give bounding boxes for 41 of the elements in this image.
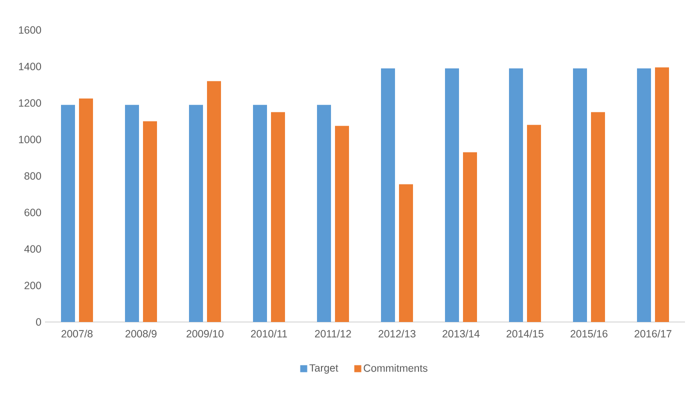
bar xyxy=(271,112,285,322)
bar xyxy=(189,104,203,322)
bar xyxy=(61,104,75,322)
x-tick-label: 2008/9 xyxy=(126,330,156,338)
x-tick-label: 2016/17 xyxy=(634,330,672,338)
y-tick-label: 1400 xyxy=(19,62,42,70)
y-tick-label: 600 xyxy=(24,208,42,216)
y-tick-label: 0 xyxy=(36,318,42,326)
bar xyxy=(527,124,542,322)
bar xyxy=(399,184,414,322)
y-tick-label: 1200 xyxy=(19,99,42,107)
x-tick-label: 2009/10 xyxy=(186,330,224,338)
y-tick-label: 400 xyxy=(24,245,42,253)
bar xyxy=(79,98,93,322)
x-tick-label: 2010/11 xyxy=(251,330,287,338)
x-tick-label: 2013/14 xyxy=(442,330,480,338)
x-tick-label: 2012/13 xyxy=(378,330,416,338)
y-tick-label: 800 xyxy=(24,172,42,180)
bar xyxy=(381,68,395,322)
x-tick-label: 2007/8 xyxy=(62,330,93,338)
bar xyxy=(445,68,460,322)
y-tick-label: 200 xyxy=(24,282,42,290)
bar xyxy=(637,68,652,322)
y-tick-label: 1600 xyxy=(19,26,42,34)
bar xyxy=(509,68,524,322)
x-tick-label: 2011/12 xyxy=(315,330,351,338)
y-tick-label: 1000 xyxy=(19,136,42,144)
x-tick-label: 2014/15 xyxy=(506,330,544,338)
bar xyxy=(143,121,157,322)
bar xyxy=(573,68,588,322)
bar xyxy=(317,104,331,322)
bar xyxy=(463,152,478,322)
bar xyxy=(591,112,606,322)
bar xyxy=(655,67,670,322)
bar xyxy=(335,126,349,322)
legend-label: Commitments xyxy=(364,364,428,372)
bar xyxy=(253,104,267,322)
bar xyxy=(207,81,221,322)
x-tick-label: 2015/16 xyxy=(570,330,608,338)
legend-label: Target xyxy=(309,364,338,374)
bar xyxy=(125,104,139,322)
